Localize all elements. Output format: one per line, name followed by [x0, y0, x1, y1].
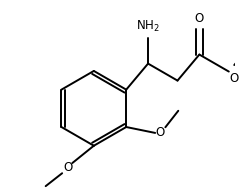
Text: NH$_2$: NH$_2$ — [136, 18, 160, 34]
Text: O: O — [155, 126, 164, 139]
Text: O: O — [229, 72, 238, 85]
Text: O: O — [63, 161, 72, 174]
Text: O: O — [195, 11, 204, 24]
